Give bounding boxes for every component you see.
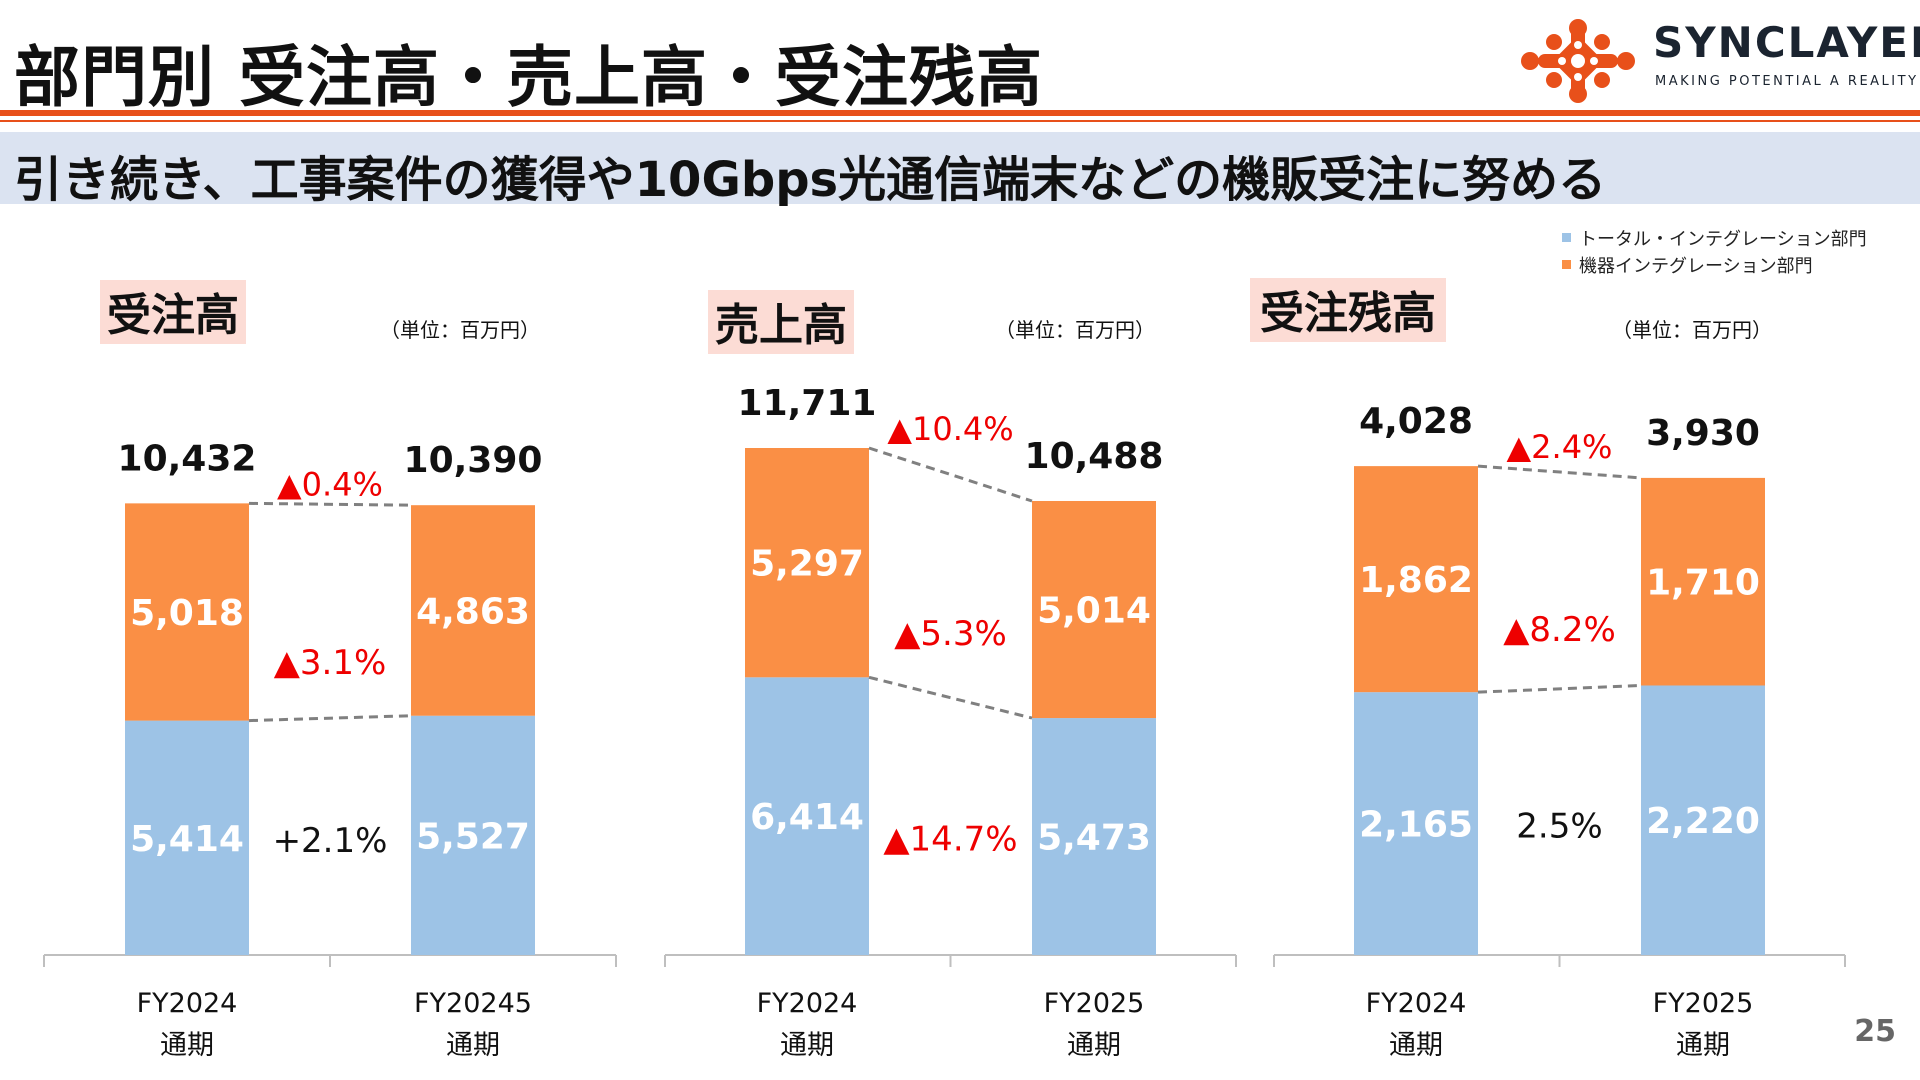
change-label-equipment-integration: ▲3.1%	[274, 643, 387, 683]
x-tick-label: 通期	[446, 1030, 500, 1061]
x-tick-label: 通期	[160, 1030, 214, 1061]
chart-title: 受注高	[107, 290, 239, 341]
connector-line-segment	[1477, 683, 1642, 694]
bar-segment-equipment-integration	[1032, 500, 1156, 719]
bar-segment-total-integration	[125, 720, 249, 955]
bar-segment-equipment-integration	[125, 503, 249, 721]
legend-label: 機器インテグレーション部門	[1579, 255, 1813, 277]
bar-segment-total-integration	[1032, 718, 1156, 955]
chart-unit-label: （単位：百万円）	[380, 318, 540, 342]
legend-swatch	[1562, 260, 1571, 269]
x-tick-label: FY2024	[757, 988, 858, 1019]
x-tick-label: FY20245	[414, 988, 532, 1019]
data-label-total: 10,488	[1025, 436, 1164, 477]
chart-title-band	[1250, 278, 1446, 342]
legend-item-equipment-integration: 機器インテグレーション部門	[1562, 251, 1867, 278]
x-tick-label: 通期	[1389, 1030, 1443, 1061]
x-tick-label: FY2025	[1044, 988, 1145, 1019]
data-label-equipment-integration: 5,297	[750, 544, 864, 585]
data-label-equipment-integration: 1,710	[1646, 563, 1760, 604]
bar-segment-equipment-integration	[411, 505, 535, 716]
subtitle-band	[0, 132, 1920, 204]
bar-segment-equipment-integration	[745, 448, 869, 678]
data-label-total-integration: 5,527	[416, 816, 530, 857]
data-label-total-integration: 2,220	[1646, 801, 1760, 842]
page-number: 25	[1854, 1014, 1896, 1049]
bar-segment-equipment-integration	[1641, 477, 1765, 686]
x-tick-label: FY2025	[1653, 988, 1754, 1019]
data-label-total-integration: 5,473	[1037, 818, 1151, 859]
legend-swatch	[1562, 233, 1571, 242]
bar-segment-total-integration	[1354, 692, 1478, 955]
header-rule-thick	[0, 110, 1920, 116]
connector-line-segment	[248, 714, 412, 723]
x-tick-label: FY2024	[137, 988, 238, 1019]
chart-title-band	[708, 290, 854, 354]
connector-line-total	[868, 446, 1033, 503]
change-label-total: ▲2.4%	[1507, 428, 1613, 466]
header-rule-thin	[0, 120, 1920, 122]
chart-legend: トータル・インテグレーション部門 機器インテグレーション部門	[1562, 224, 1867, 278]
logo-mark-icon	[1521, 19, 1635, 103]
connector-line-total	[1477, 464, 1642, 480]
x-tick-label: 通期	[1676, 1030, 1730, 1061]
data-label-total: 3,930	[1646, 413, 1760, 454]
change-label-equipment-integration: ▲5.3%	[894, 614, 1007, 654]
change-label-total-integration: ▲14.7%	[883, 820, 1017, 860]
change-label-total: ▲0.4%	[277, 465, 383, 503]
data-label-equipment-integration: 4,863	[416, 591, 530, 632]
data-label-equipment-integration: 5,018	[130, 593, 244, 634]
page-subtitle: 引き続き、工事案件の獲得や10Gbps光通信端末などの機販受注に努める	[14, 152, 1607, 208]
legend-label: トータル・インテグレーション部門	[1579, 228, 1867, 250]
chart-unit-label: （単位：百万円）	[1612, 318, 1772, 342]
data-label-total: 4,028	[1359, 401, 1473, 442]
connector-line-segment	[868, 675, 1033, 720]
logo-tagline: MAKING POTENTIAL A REALITY	[1655, 74, 1919, 89]
page-title: 部門別 受注高・売上高・受注残高	[14, 39, 1043, 116]
logo-wordmark: SYNCLAYER	[1653, 18, 1920, 67]
data-label-total: 10,432	[118, 438, 257, 479]
chart-title: 売上高	[715, 300, 847, 351]
x-tick-label: 通期	[780, 1030, 834, 1061]
chart-title-band	[100, 280, 246, 344]
change-label-total: ▲10.4%	[887, 410, 1013, 448]
legend-item-total-integration: トータル・インテグレーション部門	[1562, 224, 1867, 251]
bar-segment-total-integration	[745, 677, 869, 955]
change-label-equipment-integration: ▲8.2%	[1503, 610, 1616, 650]
data-label-equipment-integration: 5,014	[1037, 591, 1151, 632]
chart-unit-label: （単位：百万円）	[995, 318, 1155, 342]
bar-segment-equipment-integration	[1354, 466, 1478, 693]
data-label-total-integration: 2,165	[1359, 805, 1473, 846]
x-tick-label: FY2024	[1366, 988, 1467, 1019]
chart-title: 受注残高	[1260, 288, 1436, 339]
change-label-total-integration: +2.1%	[273, 821, 388, 861]
data-label-equipment-integration: 1,862	[1359, 560, 1473, 601]
data-label-total: 11,711	[738, 383, 877, 424]
connector-line-total	[248, 501, 412, 507]
bar-segment-total-integration	[1641, 685, 1765, 955]
bar-segment-total-integration	[411, 715, 535, 955]
synclayer-logo: SYNCLAYER MAKING POTENTIAL A REALITY	[1516, 16, 1920, 106]
x-tick-label: 通期	[1067, 1030, 1121, 1061]
data-label-total-integration: 6,414	[750, 797, 864, 838]
data-label-total: 10,390	[404, 440, 543, 481]
change-label-total-integration: 2.5%	[1516, 807, 1602, 847]
data-label-total-integration: 5,414	[130, 819, 244, 860]
